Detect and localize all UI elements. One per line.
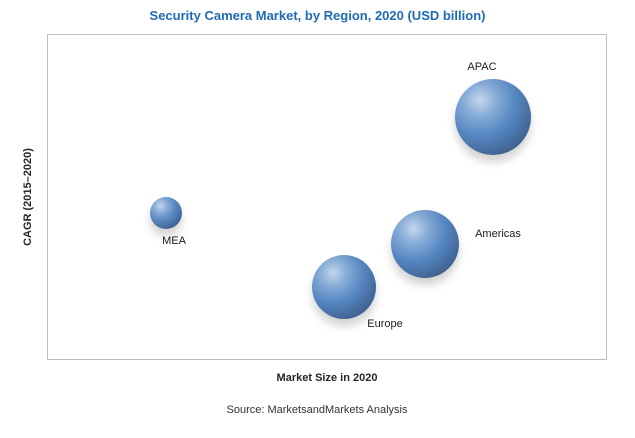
bubble-label-mea: MEA: [162, 235, 186, 247]
bubble-americas: [391, 210, 459, 278]
chart-title: Security Camera Market, by Region, 2020 …: [149, 8, 486, 23]
y-axis-label: CAGR (2015–2020): [22, 148, 34, 246]
bubble-apac: [455, 79, 531, 155]
x-axis-label: Market Size in 2020: [276, 372, 378, 384]
bubble-label-americas: Americas: [475, 228, 521, 240]
bubble-mea: [150, 197, 182, 229]
source-note: Source: MarketsandMarkets Analysis: [226, 404, 408, 416]
bubble-europe: [312, 255, 376, 319]
bubble-label-apac: APAC: [467, 61, 497, 73]
bubble-label-europe: Europe: [367, 318, 403, 330]
plot-area: APAC Americas Europe MEA: [47, 34, 607, 360]
